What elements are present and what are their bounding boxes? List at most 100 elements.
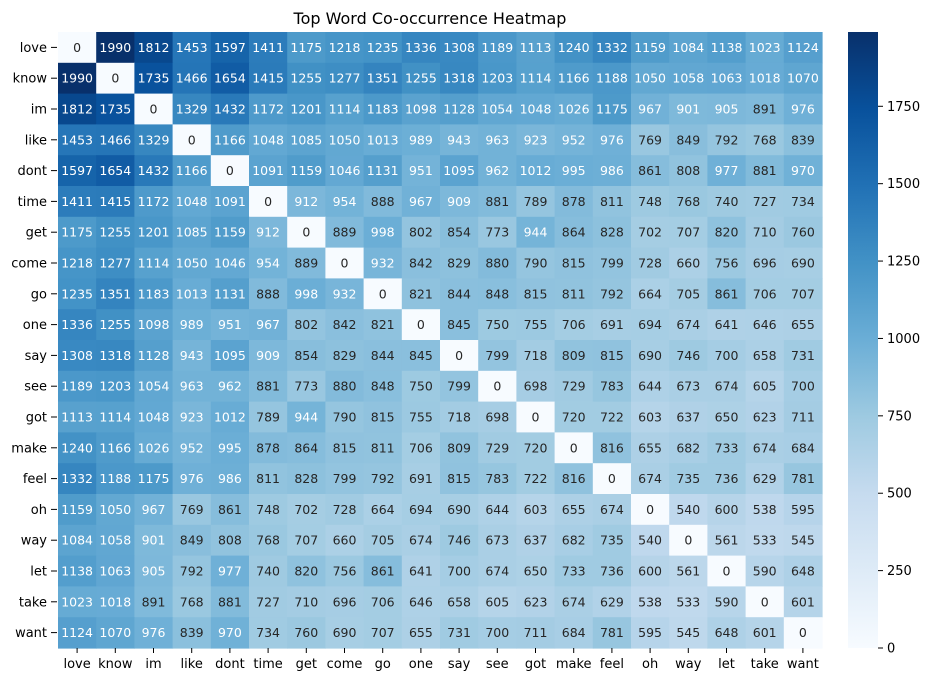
cell-value-label: 1183: [367, 102, 399, 117]
cell-value-label: 590: [753, 564, 777, 579]
heatmap-cell: [363, 432, 403, 464]
cell-value-label: 644: [638, 379, 662, 394]
cell-value-label: 932: [333, 286, 357, 301]
heatmap-cell: [401, 216, 441, 249]
heatmap-cell: [134, 370, 174, 403]
heatmap-cell: [783, 62, 823, 95]
heatmap-cell: [783, 216, 823, 249]
heatmap-cell: [440, 124, 479, 156]
cell-value-label: 1124: [787, 40, 819, 55]
heatmap-cell: [96, 340, 135, 372]
cell-value-label: 1114: [520, 71, 552, 86]
cell-value-label: 976: [600, 132, 624, 147]
x-tick-label: oh: [642, 657, 658, 672]
cell-value-label: 1063: [711, 71, 743, 86]
cell-value-label: 1189: [61, 379, 93, 394]
heatmap-cell: [669, 494, 708, 526]
heatmap-cell: [58, 309, 97, 341]
cell-value-label: 1026: [138, 440, 170, 455]
cell-value-label: 768: [676, 194, 700, 209]
heatmap-cell: [631, 617, 670, 649]
heatmap-cell: [325, 340, 365, 372]
heatmap-cell: [96, 186, 135, 218]
heatmap-cell: [401, 432, 441, 464]
y-tick-label: know: [13, 72, 48, 87]
cell-value-label: 561: [676, 564, 700, 579]
y-tick-label: dont: [17, 164, 47, 179]
cell-value-label: 1172: [252, 102, 284, 117]
cell-value-label: 1318: [99, 348, 131, 363]
cell-value-label: 735: [600, 533, 624, 548]
cell-value-label: 1308: [61, 348, 93, 363]
heatmap-cell: [363, 216, 403, 249]
heatmap-cell: [287, 401, 326, 433]
heatmap-cell: [210, 370, 250, 403]
heatmap-cell: [745, 247, 785, 279]
heatmap-cell: [325, 463, 365, 495]
cell-value-label: 637: [524, 533, 548, 548]
heatmap-cell: [172, 32, 212, 64]
heatmap-cell: [401, 555, 441, 587]
heatmap-cell: [669, 62, 708, 95]
heatmap-cell: [363, 494, 403, 526]
heatmap-cell: [325, 555, 365, 587]
y-tick-label: go: [31, 287, 47, 302]
cell-value-label: 790: [524, 256, 548, 271]
cell-value-label: 881: [485, 194, 509, 209]
cell-value-label: 811: [562, 286, 586, 301]
y-tick-label: like: [25, 133, 47, 148]
heatmap-cell: [592, 247, 632, 279]
cell-value-label: 1013: [176, 286, 208, 301]
cell-value-label: 760: [791, 225, 815, 240]
cell-value-label: 690: [447, 502, 471, 517]
cell-value-label: 1188: [99, 471, 131, 486]
cell-value-label: 0: [150, 102, 158, 117]
cell-value-label: 755: [524, 317, 548, 332]
cell-value-label: 792: [600, 286, 624, 301]
cell-value-label: 1188: [596, 71, 628, 86]
cell-value-label: 722: [524, 471, 548, 486]
cell-value-label: 1018: [749, 71, 781, 86]
heatmap-cell: [401, 247, 441, 279]
heatmap-cell: [669, 370, 708, 403]
cell-value-label: 967: [638, 102, 662, 117]
heatmap-cell: [363, 124, 403, 156]
cell-value-label: 951: [409, 163, 433, 178]
cell-value-label: 600: [715, 502, 739, 517]
cell-value-label: 0: [226, 163, 234, 178]
cell-value-label: 901: [142, 533, 166, 548]
cell-value-label: 1070: [787, 71, 819, 86]
cell-value-label: 811: [371, 440, 395, 455]
heatmap-cell: [783, 401, 823, 433]
heatmap-cell: [134, 93, 174, 125]
x-tick-label: make: [556, 657, 592, 672]
heatmap-cell: [210, 617, 250, 649]
heatmap-cell: [440, 555, 479, 587]
heatmap-cell: [210, 463, 250, 495]
cell-value-label: 815: [371, 410, 395, 425]
heatmap-cell: [631, 586, 670, 618]
cell-value-label: 923: [524, 132, 548, 147]
heatmap-cell: [440, 186, 479, 218]
heatmap-cell: [249, 62, 288, 95]
heatmap-cell: [707, 463, 747, 495]
cell-value-label: 540: [676, 502, 700, 517]
cell-value-label: 952: [180, 440, 204, 455]
heatmap-cell: [134, 278, 174, 310]
cell-value-label: 0: [608, 471, 616, 486]
heatmap-cell: [96, 463, 135, 495]
cell-value-label: 731: [791, 348, 815, 363]
cell-value-label: 674: [676, 317, 700, 332]
heatmap-cell: [363, 309, 403, 341]
heatmap-cell: [478, 216, 517, 249]
heatmap-cell: [554, 216, 594, 249]
heatmap-cell: [478, 617, 517, 649]
cell-value-label: 1128: [138, 348, 170, 363]
cell-value-label: 1453: [61, 132, 93, 147]
heatmap-cell: [325, 494, 365, 526]
x-tick-label: time: [253, 657, 282, 672]
heatmap-cell: [363, 278, 403, 310]
heatmap-cell: [631, 370, 670, 403]
heatmap-cell: [669, 340, 708, 372]
cell-value-label: 1085: [290, 132, 322, 147]
